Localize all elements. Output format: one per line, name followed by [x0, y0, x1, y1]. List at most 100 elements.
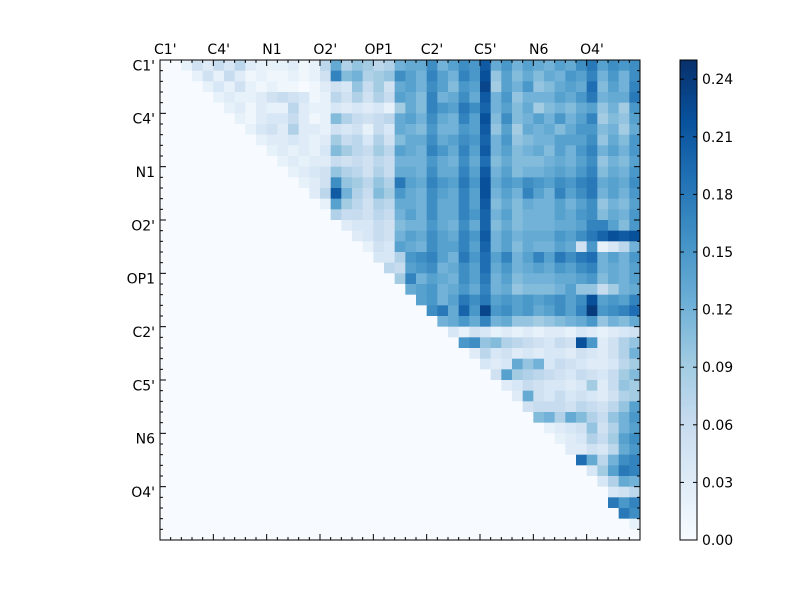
heatmap-cell: [277, 81, 289, 93]
heatmap-cell: [298, 198, 310, 210]
heatmap-cell: [234, 380, 246, 392]
heatmap-cell: [224, 188, 236, 200]
heatmap-cell: [458, 273, 470, 285]
heatmap-cell: [437, 124, 449, 136]
heatmap-cell: [256, 241, 268, 253]
heatmap-cell: [341, 220, 353, 232]
heatmap-cell: [554, 166, 566, 178]
heatmap-cell: [266, 145, 278, 157]
heatmap-cell: [192, 294, 204, 306]
heatmap-cell: [597, 518, 609, 530]
heatmap-cell: [522, 348, 534, 360]
heatmap-cell: [234, 198, 246, 210]
heatmap-cell: [480, 92, 492, 104]
heatmap-cell: [298, 444, 310, 456]
heatmap-cell: [522, 316, 534, 328]
heatmap-cell: [586, 369, 598, 381]
heatmap-cell: [266, 92, 278, 104]
heatmap-cell: [170, 305, 182, 317]
heatmap-cell: [224, 209, 236, 221]
heatmap-cell: [512, 262, 524, 274]
heatmap-cell: [565, 390, 577, 402]
heatmap-cell: [245, 444, 257, 456]
heatmap-cell: [586, 497, 598, 509]
heatmap-cell: [480, 220, 492, 232]
heatmap-cell: [266, 337, 278, 349]
heatmap-cell: [437, 518, 449, 530]
heatmap-cell: [330, 390, 342, 402]
colorbar-tick-label: 0.21: [702, 130, 733, 146]
heatmap-cell: [373, 380, 385, 392]
heatmap-cell: [224, 124, 236, 136]
heatmap-cell: [554, 156, 566, 168]
heatmap-cell: [277, 230, 289, 242]
heatmap-cell: [437, 326, 449, 338]
heatmap-cell: [576, 134, 588, 146]
heatmap-cell: [533, 124, 545, 136]
heatmap-cell: [533, 60, 545, 72]
heatmap-cell: [341, 497, 353, 509]
heatmap-cell: [544, 81, 556, 93]
heatmap-cell: [234, 412, 246, 424]
heatmap-cell: [501, 294, 513, 306]
heatmap-cell: [277, 529, 289, 541]
heatmap-cell: [608, 401, 620, 413]
heatmap-cell: [533, 348, 545, 360]
heatmap-cell: [309, 284, 321, 296]
heatmap-cell: [202, 529, 214, 541]
heatmap-cell: [352, 241, 364, 253]
heatmap-cell: [373, 273, 385, 285]
heatmap-cell: [309, 433, 321, 445]
heatmap-cell: [469, 326, 481, 338]
heatmap-cell: [170, 380, 182, 392]
heatmap-cell: [320, 230, 332, 242]
heatmap-cell: [437, 145, 449, 157]
heatmap-cell: [245, 465, 257, 477]
heatmap-cell: [426, 486, 438, 498]
heatmap-cell: [597, 70, 609, 82]
heatmap-cell: [437, 401, 449, 413]
heatmap-cell: [597, 198, 609, 210]
heatmap-cell: [224, 252, 236, 264]
heatmap-cell: [330, 177, 342, 189]
heatmap-cell: [320, 497, 332, 509]
heatmap-cell: [330, 134, 342, 146]
heatmap-cell: [565, 70, 577, 82]
heatmap-cell: [405, 305, 417, 317]
heatmap-cell: [224, 518, 236, 530]
heatmap-cell: [277, 337, 289, 349]
heatmap-cell: [608, 252, 620, 264]
heatmap-cell: [384, 465, 396, 477]
heatmap-cell: [298, 454, 310, 466]
heatmap-cell: [405, 198, 417, 210]
heatmap-cell: [480, 262, 492, 274]
heatmap-cell: [170, 508, 182, 520]
heatmap-cell: [426, 262, 438, 274]
heatmap-cell: [256, 145, 268, 157]
heatmap-cell: [416, 102, 428, 114]
heatmap-cell: [416, 486, 428, 498]
heatmap-cell: [522, 113, 534, 125]
heatmap-cell: [384, 316, 396, 328]
heatmap-cell: [320, 145, 332, 157]
heatmap-cell: [544, 412, 556, 424]
heatmap-cell: [234, 230, 246, 242]
heatmap-cell: [426, 326, 438, 338]
heatmap-cell: [213, 262, 225, 274]
heatmap-cell: [608, 188, 620, 200]
heatmap-cell: [618, 390, 630, 402]
heatmap-cell: [512, 358, 524, 370]
heatmap-cell: [480, 348, 492, 360]
heatmap-cell: [330, 124, 342, 136]
heatmap-cell: [490, 454, 502, 466]
heatmap-cell: [469, 369, 481, 381]
heatmap-cell: [298, 412, 310, 424]
heatmap-cell: [234, 134, 246, 146]
heatmap-cell: [256, 433, 268, 445]
heatmap-cell: [469, 444, 481, 456]
heatmap-cell: [192, 124, 204, 136]
heatmap-cell: [362, 486, 374, 498]
heatmap-cell: [362, 81, 374, 93]
heatmap-cell: [437, 369, 449, 381]
